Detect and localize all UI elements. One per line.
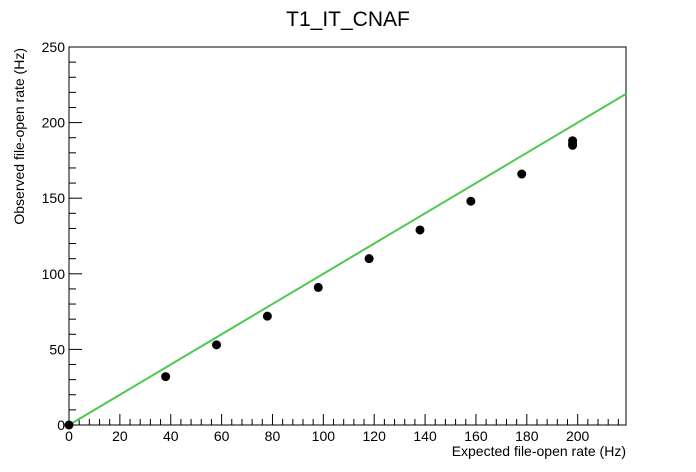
data-point [212, 340, 222, 350]
x-tick-label: 140 [413, 428, 437, 444]
x-tick-label: 180 [515, 428, 539, 444]
plot-area: 0 20 40 60 80 100 120 140 160 180 200 0 50 100 150 200 2… [42, 39, 627, 444]
data-point [415, 225, 425, 235]
reference-line [68, 93, 627, 426]
y-tick-label: 50 [49, 341, 65, 357]
x-tick-label: 20 [112, 428, 128, 444]
data-point [466, 196, 476, 206]
x-tick-label: 160 [464, 428, 488, 444]
x-tick-label: 40 [163, 428, 179, 444]
x-tick-label: 100 [312, 428, 336, 444]
y-tick-label: 100 [42, 266, 66, 282]
data-point [64, 420, 74, 430]
y-tick-label: 200 [42, 115, 66, 131]
x-tick-label: 0 [65, 428, 73, 444]
y-tick-label: 150 [42, 190, 66, 206]
y-axis-label: Observed file-open rate (Hz) [11, 48, 27, 225]
y-tick-label: 0 [57, 417, 65, 433]
x-tick-label: 120 [363, 428, 387, 444]
data-point [161, 372, 171, 382]
data-point [262, 311, 272, 321]
data-point [517, 169, 527, 179]
data-point [364, 254, 374, 264]
x-tick-label: 80 [265, 428, 281, 444]
data-point [313, 282, 323, 292]
y-tick-label: 250 [42, 39, 66, 55]
x-tick-label: 60 [214, 428, 230, 444]
plot-frame [68, 46, 627, 426]
x-axis-label: Expected file-open rate (Hz) [452, 443, 626, 459]
x-tick-label: 200 [566, 428, 590, 444]
data-point [568, 140, 578, 150]
chart-title: T1_IT_CNAF [286, 8, 410, 31]
